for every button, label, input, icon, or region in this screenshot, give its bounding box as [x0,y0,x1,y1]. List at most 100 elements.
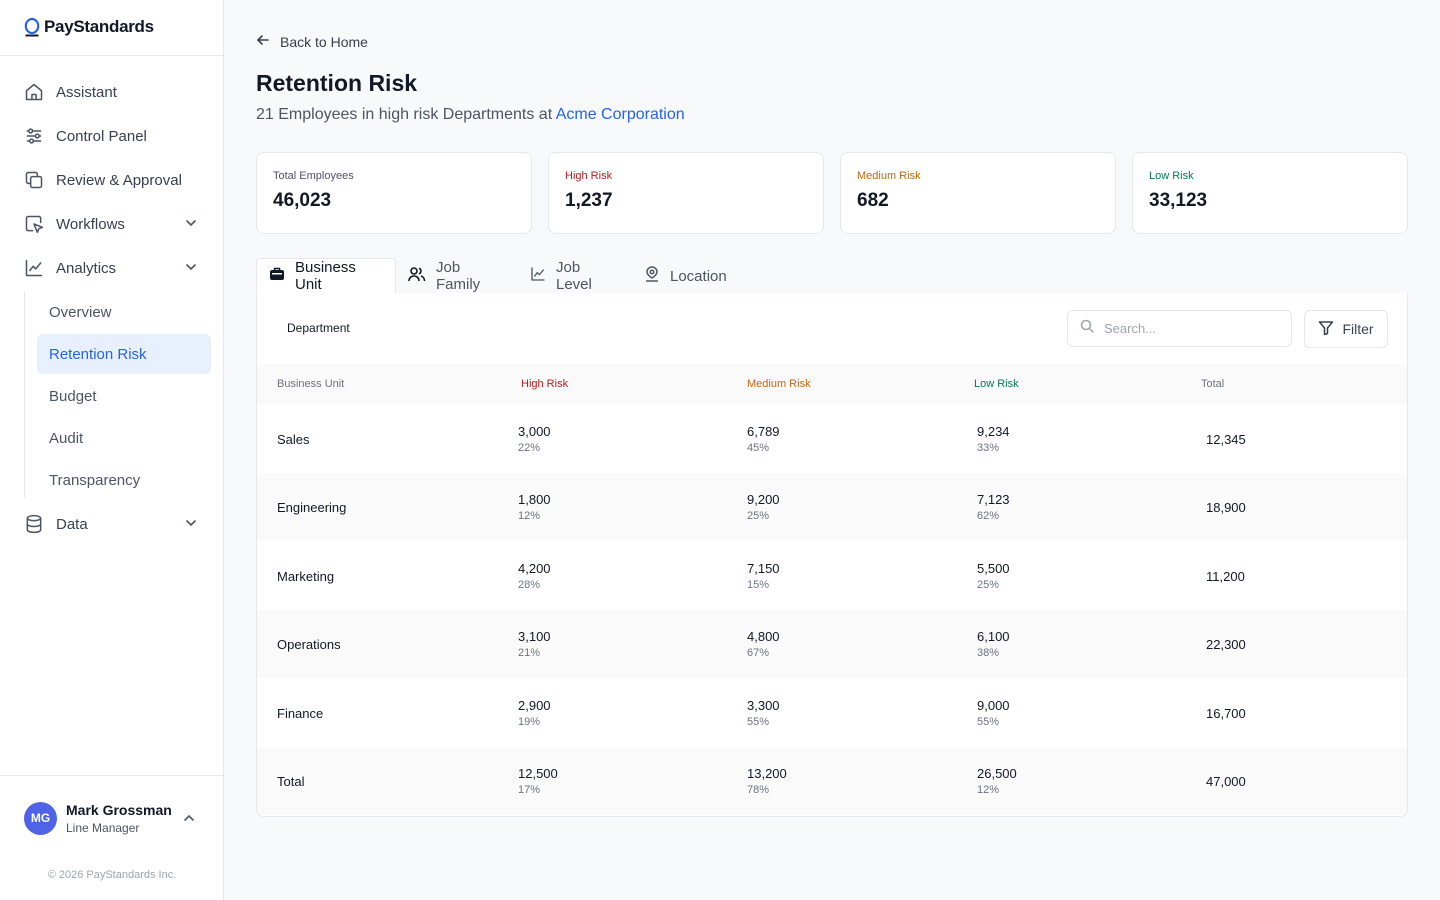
nav-item-analytics[interactable]: Analytics [24,248,200,288]
low-risk-cell: 6,100 38% [977,629,1010,659]
cell-percent: 45% [747,442,770,454]
tab-location[interactable]: Location [632,258,739,294]
nav-item-label: Data [56,515,88,533]
subnav-item-transparency[interactable]: Transparency [49,471,141,489]
high-risk-cell: 12,500 17% [518,766,558,796]
high-risk-cell: 1,800 12% [518,492,551,522]
subnav-item-audit[interactable]: Audit [49,429,84,447]
back-to-home-link[interactable]: Back to Home [256,32,368,52]
user-name: Mark Grossman [66,801,172,818]
cell-percent: 15% [747,579,770,591]
cell-value: 6,789 [747,424,780,439]
table-row[interactable]: Operations 3,100 21% 4,800 67% 6,100 38% 22… [257,610,1407,678]
tab-business-unit[interactable]: Business Unit [256,258,396,294]
row-total: 16,700 [1206,706,1246,721]
cell-value: 6,100 [977,629,1010,644]
row-name: Total [277,774,305,789]
medium-risk-cell: 6,789 45% [747,424,780,454]
column-header[interactable]: Total [1201,378,1225,390]
nav-item-data[interactable]: Data [24,504,200,544]
chevron-down-icon[interactable] [184,516,198,530]
cell-value: 5,500 [977,561,1010,576]
column-header[interactable]: Business Unit [277,378,345,390]
cell-percent: 17% [518,784,541,796]
back-label: Back to Home [280,34,368,50]
tab-job-level[interactable]: Job Level [518,258,604,294]
brand-logo[interactable]: PayStandards [24,16,154,38]
tab-label: Location [670,267,727,285]
cell-percent: 12% [518,510,541,522]
medium-risk-cell: 13,200 78% [747,766,787,796]
search-box[interactable] [1067,310,1292,347]
nav-item-review-approval[interactable]: Review & Approval [24,160,200,200]
table-row[interactable]: Engineering 1,800 12% 9,200 25% 7,123 62% 1… [257,473,1407,541]
cell-value: 7,123 [977,492,1010,507]
cell-value: 3,100 [518,629,551,644]
stat-value: 682 [857,190,889,211]
row-total: 18,900 [1206,500,1246,515]
search-input[interactable] [1104,321,1274,336]
stat-card-total-employees: Total Employees 46,023 [256,152,532,234]
home-icon [24,82,44,102]
high-risk-cell: 3,000 22% [518,424,551,454]
cell-percent: 38% [977,647,1000,659]
chevron-down-icon[interactable] [184,216,198,230]
row-total: 22,300 [1206,637,1246,652]
sidebar: PayStandards Assistant Control Panel Rev… [0,0,224,900]
table-row-total[interactable]: Total 12,500 17% 13,200 78% 26,500 12% 47,0… [257,747,1407,815]
column-header[interactable]: High Risk [521,378,569,390]
low-risk-cell: 9,000 55% [977,698,1010,728]
subnav-item-budget[interactable]: Budget [49,387,97,405]
chevron-up-icon[interactable] [182,811,196,830]
tab-job-family[interactable]: Job Family [396,258,492,294]
cell-percent: 67% [747,647,770,659]
table-row[interactable]: Finance 2,900 19% 3,300 55% 9,000 55% 16,70… [257,679,1407,747]
nav-item-workflows[interactable]: Workflows [24,204,200,244]
table-row[interactable]: Marketing 4,200 28% 7,150 15% 5,500 25% 11,… [257,542,1407,610]
cell-value: 3,000 [518,424,551,439]
nav-item-assistant[interactable]: Assistant [24,72,200,112]
cell-value: 9,000 [977,698,1010,713]
table-row[interactable]: Sales 3,000 22% 6,789 45% 9,234 33% 12,345 [257,405,1407,473]
company-link[interactable]: Acme Corporation [555,106,685,123]
subnav-item-retention-risk[interactable]: Retention Risk [37,334,211,374]
filter-label: Filter [1342,321,1374,337]
user-role: Line Manager [66,820,140,835]
cell-percent: 28% [518,579,541,591]
nav-item-label: Assistant [56,83,117,101]
nav-item-control-panel[interactable]: Control Panel [24,116,200,156]
subtitle-text: 21 Employees in high risk Departments at [256,106,553,123]
cell-value: 13,200 [747,766,787,781]
stat-value: 33,123 [1149,190,1208,211]
cell-value: 1,800 [518,492,551,507]
tab-label: Job Level [556,259,592,293]
subnav-item-overview[interactable]: Overview [49,303,112,321]
chevron-down-icon[interactable] [184,260,198,274]
cursor-icon [24,214,44,234]
stat-card-medium-risk: Medium Risk 682 [840,152,1116,234]
cell-percent: 19% [518,716,541,728]
arrow-left-icon [256,33,270,52]
stat-label: Total Employees [273,170,354,182]
low-risk-cell: 26,500 12% [977,766,1017,796]
cell-percent: 22% [518,442,541,454]
cell-percent: 78% [747,784,770,796]
chart-line-icon [530,266,546,286]
column-header[interactable]: Low Risk [974,378,1019,390]
stat-label: Low Risk [1149,170,1194,182]
column-header[interactable]: Medium Risk [747,378,811,390]
cell-percent: 55% [747,716,770,728]
nav-item-label: Review & Approval [56,171,182,189]
filter-button[interactable]: Filter [1304,310,1388,348]
sliders-icon [24,126,44,146]
tab-label: Business Unit [295,259,356,293]
cell-value: 4,800 [747,629,780,644]
briefcase-icon [269,266,285,286]
table-header: Business Unit High Risk Medium Risk Low … [257,364,1407,405]
stat-label: High Risk [565,170,613,182]
brand-name: PayStandards [44,17,154,36]
stat-value: 1,237 [565,190,613,211]
filter-icon [1318,320,1334,339]
user-menu[interactable]: MG Mark Grossman Line Manager [24,799,200,837]
stat-value: 46,023 [273,190,332,211]
